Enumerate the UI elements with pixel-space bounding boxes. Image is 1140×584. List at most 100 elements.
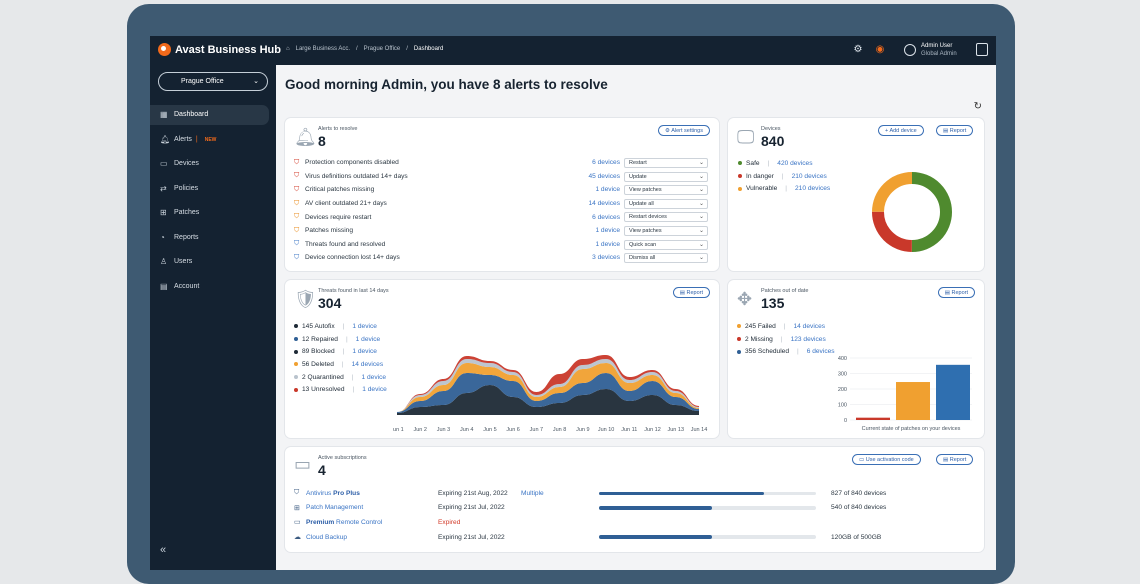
remote-icon: ▭	[294, 519, 301, 527]
sidebar-item-account[interactable]: ▤ Account	[150, 277, 269, 297]
legend-device-link[interactable]: 14 devices	[351, 360, 384, 368]
add-device-button[interactable]: + Add device	[878, 125, 924, 136]
sidebar-item-alerts[interactable]: 🔔︎ Alerts | NEW	[150, 130, 269, 150]
x-tick-label: Jun 8	[553, 427, 566, 433]
alert-row[interactable]: ⛉ Protection components disabled 6 devices…	[294, 156, 708, 170]
alert-severity-icon: ⛉	[294, 172, 300, 180]
alert-row[interactable]: ⛉ Patches missing 1 device View patches ⌄	[294, 224, 708, 238]
legend-device-link[interactable]: 1 device	[352, 322, 377, 330]
patches-legend-item: 245 Failed | 14 devices	[737, 320, 835, 333]
usage-text: 120GB of 500GB	[831, 533, 882, 541]
user-menu[interactable]: Admin User Global Admin	[904, 42, 957, 58]
alert-device-count-link[interactable]: 6 devices	[592, 159, 620, 167]
sidebar-item-users[interactable]: ♙ Users	[150, 252, 269, 272]
sidebar-item-devices[interactable]: ▭ Devices	[150, 154, 269, 174]
breadcrumb-item[interactable]: Large Business Acc.	[295, 46, 350, 52]
office-selector[interactable]: Prague Office ⌄	[158, 72, 268, 91]
legend-device-link[interactable]: 14 devices	[793, 322, 826, 330]
subscription-name-link[interactable]: Patch Management	[306, 504, 363, 511]
subscription-name-link[interactable]: Cloud Backup	[306, 534, 347, 541]
legend-device-link[interactable]: 6 devices	[806, 348, 835, 356]
subscription-name-link[interactable]: Premium Remote Control	[306, 519, 382, 526]
chevron-down-icon: ⌄	[698, 200, 704, 207]
sidebar-item-reports[interactable]: ◔ Reports	[150, 228, 269, 248]
reports-icon: ◔	[160, 232, 165, 242]
legend-device-link[interactable]: 210 devices	[791, 172, 827, 180]
sidebar-item-dashboard[interactable]: ▦ Dashboard	[150, 105, 269, 125]
subscription-row[interactable]: ▭ Premium Remote Control Expired	[294, 515, 984, 530]
subscription-row[interactable]: ⊞ Patch Management Expiring 21st Jul, 2022…	[294, 501, 984, 516]
bar-failed[interactable]	[896, 382, 930, 420]
usage-text: 540 of 840 devices	[831, 504, 887, 512]
legend-label: 245 Failed	[745, 322, 776, 330]
alert-row[interactable]: ⛉ Critical patches missing 1 device View pa…	[294, 183, 708, 197]
donut-slice-vulnerable[interactable]	[872, 172, 952, 252]
collapse-sidebar-icon[interactable]: «	[160, 544, 167, 556]
legend-device-link[interactable]: 1 device	[355, 335, 381, 343]
bar-scheduled[interactable]	[936, 364, 970, 420]
sidebar-item-label: Account	[174, 282, 200, 290]
alert-row[interactable]: ⛉ Threats found and resolved 1 device Quick…	[294, 238, 708, 252]
legend-device-link[interactable]: 210 devices	[795, 185, 831, 193]
sidebar-item-patches[interactable]: ⊞ Patches	[150, 203, 269, 223]
divider: |	[785, 185, 788, 193]
alert-action-select[interactable]: Quick scan ⌄	[624, 239, 708, 250]
sidebar-item-policies[interactable]: ⇄ Policies	[150, 179, 269, 199]
alert-device-count-link[interactable]: 1 device	[595, 186, 620, 194]
alert-row[interactable]: ⛉ Devices require restart 6 devices Restart…	[294, 210, 708, 224]
legend-label: 145 Autofix	[302, 322, 335, 330]
legend-device-link[interactable]: 1 device	[362, 386, 387, 394]
alert-action-select[interactable]: Dismiss all ⌄	[624, 253, 708, 264]
alert-row[interactable]: ⛉ AV client outdated 21+ days 14 devices Up…	[294, 197, 708, 211]
help-book-icon[interactable]	[976, 43, 988, 56]
usage-progress-bar	[599, 535, 816, 539]
alert-action-select[interactable]: Restart ⌄	[624, 158, 708, 168]
legend-device-link[interactable]: 1 device	[352, 348, 377, 356]
brand-logo[interactable]: Avast Business Hub	[158, 43, 281, 56]
notifications-icon[interactable]: ◉	[875, 44, 885, 55]
devices-report-button[interactable]: ▤ Report	[936, 125, 974, 136]
alert-device-count-link[interactable]: 45 devices	[588, 172, 620, 180]
legend-device-link[interactable]: 1 device	[361, 373, 387, 381]
legend-dot	[738, 161, 742, 166]
legend-device-link[interactable]: 420 devices	[777, 159, 813, 167]
usage-progress-bar	[599, 506, 816, 510]
patches-report-button[interactable]: ▤ Report	[937, 287, 975, 298]
stream-layer	[397, 355, 699, 412]
alert-action-select[interactable]: Restart devices ⌄	[624, 212, 708, 223]
avatar-icon	[904, 44, 916, 56]
multiple-link[interactable]: Multiple	[521, 489, 544, 497]
alert-action-select[interactable]: Update ⌄	[624, 171, 708, 182]
subscription-row[interactable]: ⛉ Antivirus Pro Plus Expiring 21st Aug, 20…	[294, 486, 984, 501]
subscription-row[interactable]: ☁ Cloud Backup Expiring 21st Jul, 2022 120G…	[294, 530, 984, 545]
alert-device-count-link[interactable]: 1 device	[595, 227, 620, 235]
alert-device-count-link[interactable]: 14 devices	[588, 200, 620, 208]
home-icon[interactable]: ⌂	[286, 46, 290, 52]
threats-report-button[interactable]: ▤ Report	[672, 287, 710, 298]
alert-device-count-link[interactable]: 6 devices	[592, 213, 620, 221]
bar-missing[interactable]	[856, 417, 890, 420]
legend-label: Safe	[746, 159, 760, 167]
alert-action-select[interactable]: View patches ⌄	[624, 185, 708, 196]
legend-device-link[interactable]: 123 devices	[790, 335, 826, 343]
use-activation-code-button[interactable]: ▭ Use activation code	[852, 454, 921, 465]
alert-action-select[interactable]: Update all ⌄	[624, 198, 708, 209]
donut-slice-in-danger[interactable]	[872, 172, 952, 252]
page-title: Good morning Admin, you have 8 alerts to…	[285, 77, 608, 92]
divider: |	[767, 159, 770, 167]
alert-device-count-link[interactable]: 1 device	[595, 240, 620, 248]
alert-row[interactable]: ⛉ Device connection lost 14+ days 3 device…	[294, 251, 708, 265]
subscription-expiry: Expiring 21st Jul, 2022	[438, 533, 505, 541]
alert-row[interactable]: ⛉ Virus definitions outdated 14+ days 45 d…	[294, 170, 708, 184]
devices-legend-item: Safe | 420 devices	[738, 157, 830, 170]
subscriptions-list: ⛉ Antivirus Pro Plus Expiring 21st Aug, 20…	[294, 486, 984, 544]
breadcrumb-item[interactable]: Prague Office	[363, 46, 401, 52]
alert-settings-button[interactable]: ⚙ Alert settings	[658, 125, 710, 136]
subscription-name-link[interactable]: Antivirus Pro Plus	[306, 490, 360, 497]
settings-gear-icon[interactable]: ⚙	[853, 44, 863, 55]
alert-device-count-link[interactable]: 3 devices	[592, 254, 620, 262]
alert-action-select[interactable]: View patches ⌄	[624, 225, 708, 236]
refresh-icon[interactable]: ↻	[973, 101, 982, 112]
subscriptions-report-button[interactable]: ▤ Report	[936, 454, 974, 465]
devices-title: Devices	[761, 126, 781, 132]
